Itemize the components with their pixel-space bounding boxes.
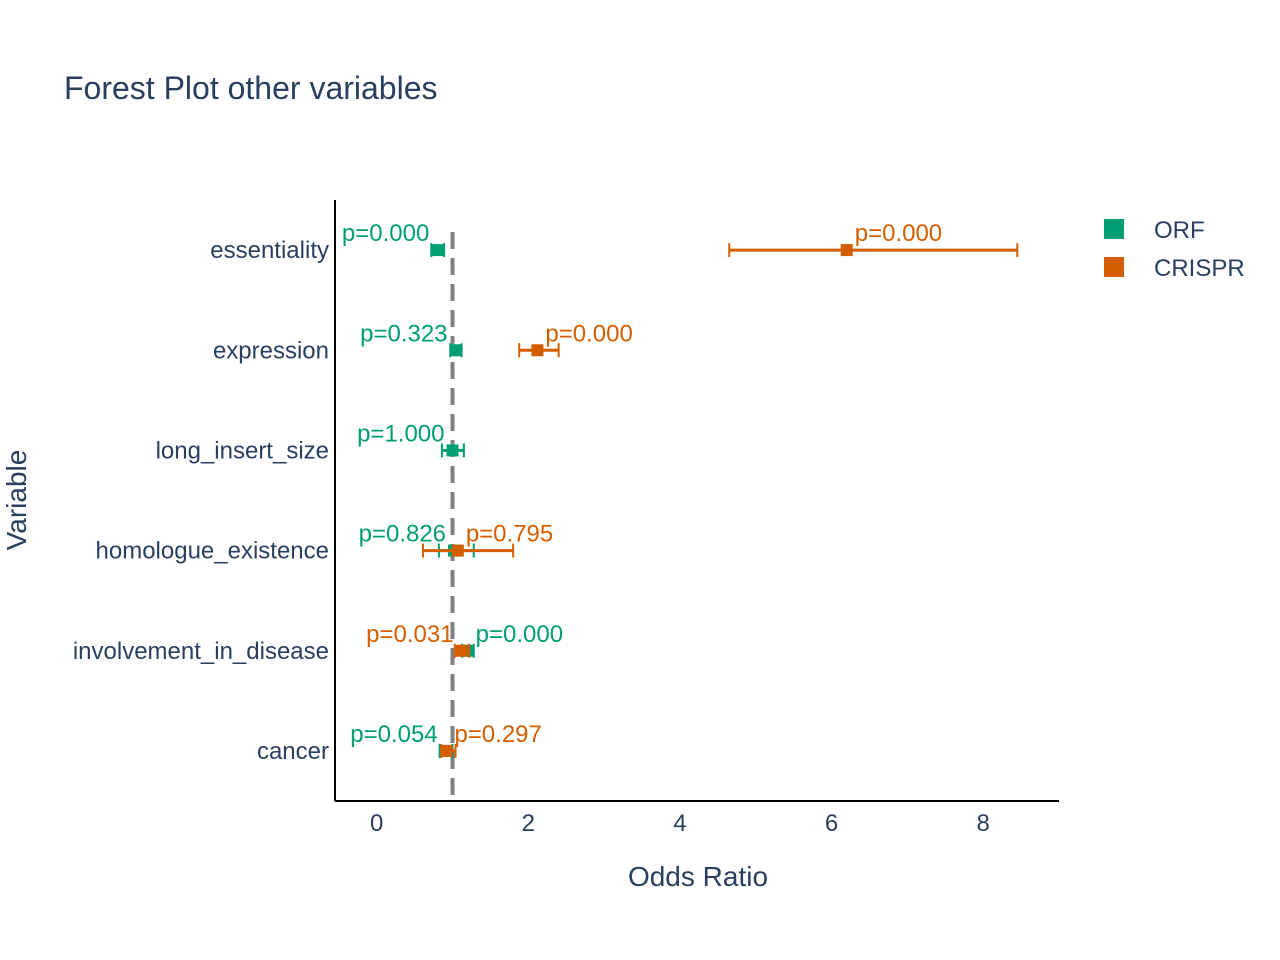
legend-marker bbox=[1104, 219, 1124, 239]
x-tick-label: 2 bbox=[522, 810, 535, 837]
p-value-label: p=0.000 bbox=[342, 220, 429, 247]
data-point bbox=[531, 344, 544, 357]
data-point bbox=[840, 244, 853, 257]
legend: ORF CRISPR bbox=[1104, 217, 1245, 282]
data-point bbox=[440, 744, 453, 757]
p-value-label: p=0.031 bbox=[366, 621, 453, 648]
y-axis-title: Variable bbox=[1, 450, 32, 551]
data-point bbox=[446, 444, 459, 457]
x-tick-label: 4 bbox=[673, 810, 686, 837]
legend-label: CRISPR bbox=[1154, 255, 1245, 282]
plot-area: essentiality expression long_insert_sizeho… bbox=[73, 200, 1059, 837]
p-value-label: p=0.297 bbox=[454, 721, 541, 748]
x-tick-label: 8 bbox=[977, 810, 990, 837]
y-tick-label: expression bbox=[213, 337, 329, 364]
y-tick-label: long_insert_size bbox=[156, 437, 329, 464]
y-tick-label: involvement_in_disease bbox=[73, 638, 329, 665]
y-tick-label: homologue_existence bbox=[96, 538, 330, 565]
data-point bbox=[449, 344, 462, 357]
x-axis-title: Odds Ratio bbox=[628, 861, 768, 892]
x-tick-label: 0 bbox=[370, 810, 383, 837]
p-value-label: p=0.795 bbox=[466, 521, 553, 548]
p-value-label: p=0.000 bbox=[476, 621, 563, 648]
p-value-label: p=1.000 bbox=[357, 420, 444, 447]
p-value-label: p=0.826 bbox=[359, 521, 446, 548]
legend-marker bbox=[1104, 257, 1124, 277]
p-value-label: p=0.000 bbox=[855, 220, 942, 247]
p-value-label: p=0.000 bbox=[545, 320, 632, 347]
y-tick-label: cancer bbox=[257, 738, 329, 765]
chart-title: Forest Plot other variables bbox=[64, 70, 438, 106]
x-tick-label: 6 bbox=[825, 810, 838, 837]
data-point bbox=[455, 644, 468, 657]
p-value-label: p=0.054 bbox=[350, 721, 437, 748]
data-point bbox=[451, 544, 464, 557]
data-point bbox=[431, 244, 444, 257]
legend-label: ORF bbox=[1154, 217, 1205, 244]
p-value-label: p=0.323 bbox=[360, 320, 447, 347]
y-tick-label: essentiality bbox=[210, 237, 329, 264]
